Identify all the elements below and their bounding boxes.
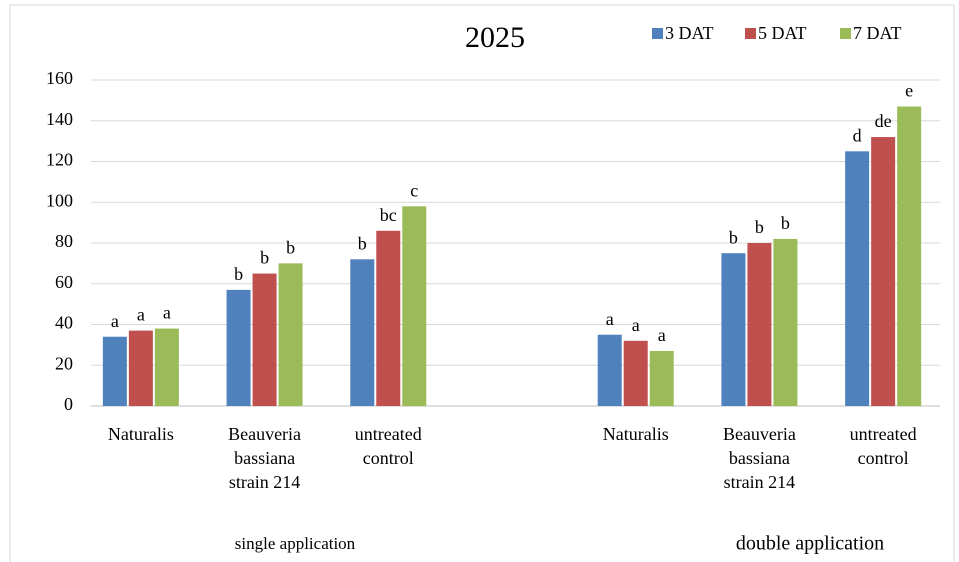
bar	[897, 106, 922, 407]
x-tick-label: untreated control	[850, 424, 917, 468]
data-label: b	[260, 248, 269, 268]
bar	[649, 350, 674, 406]
x-tick-label: Naturalis	[108, 424, 174, 444]
data-label: b	[358, 233, 367, 253]
data-label: a	[632, 315, 640, 335]
data-label: c	[410, 180, 418, 200]
bar	[226, 289, 251, 406]
data-label: a	[111, 311, 119, 331]
data-label: a	[658, 325, 666, 345]
bar	[252, 273, 277, 406]
legend-swatch	[745, 28, 756, 39]
group-label: double application	[736, 533, 884, 555]
x-tick-label: Beauveria bassiana strain 214	[723, 424, 796, 492]
chart-border	[9, 4, 955, 562]
legend-swatch	[840, 28, 851, 39]
legend-label: 5 DAT	[758, 23, 807, 43]
y-tick-label: 60	[55, 272, 73, 292]
data-label: b	[234, 264, 243, 284]
legend-label: 7 DAT	[853, 23, 902, 43]
data-label: b	[755, 217, 764, 237]
data-label: d	[853, 125, 862, 145]
bar	[402, 206, 427, 406]
y-tick-label: 0	[64, 394, 73, 414]
x-tick-label: untreated control	[355, 424, 422, 468]
bar	[845, 151, 870, 406]
y-tick-label: 20	[55, 353, 73, 373]
data-label: a	[606, 309, 614, 329]
group-label: single application	[235, 534, 356, 553]
chart-title: 2025	[465, 21, 525, 54]
legend-label: 3 DAT	[665, 23, 714, 43]
x-tick-label: Naturalis	[603, 424, 669, 444]
data-label: b	[286, 238, 295, 258]
bar	[597, 334, 622, 406]
bar	[350, 259, 375, 406]
y-tick-label: 100	[46, 190, 73, 210]
bar	[773, 238, 798, 406]
data-label: de	[875, 111, 892, 131]
bar	[278, 263, 303, 406]
data-label: a	[137, 305, 145, 325]
y-tick-label: 140	[46, 109, 73, 129]
data-label: a	[163, 303, 171, 323]
bar	[102, 336, 127, 406]
y-tick-label: 80	[55, 231, 73, 251]
bar	[871, 137, 896, 407]
bar	[721, 253, 746, 406]
bar	[128, 330, 153, 406]
y-tick-label: 40	[55, 313, 73, 333]
x-tick-label: Beauveria bassiana strain 214	[228, 424, 301, 492]
bar	[623, 340, 648, 406]
data-label: bc	[380, 205, 397, 225]
bar	[747, 243, 772, 406]
y-tick-label: 160	[46, 68, 73, 88]
data-label: b	[729, 227, 738, 247]
y-tick-label: 120	[46, 150, 73, 170]
bar	[154, 328, 179, 406]
data-label: e	[905, 81, 913, 101]
legend-swatch	[652, 28, 663, 39]
bar	[376, 230, 401, 406]
data-label: b	[781, 213, 790, 233]
